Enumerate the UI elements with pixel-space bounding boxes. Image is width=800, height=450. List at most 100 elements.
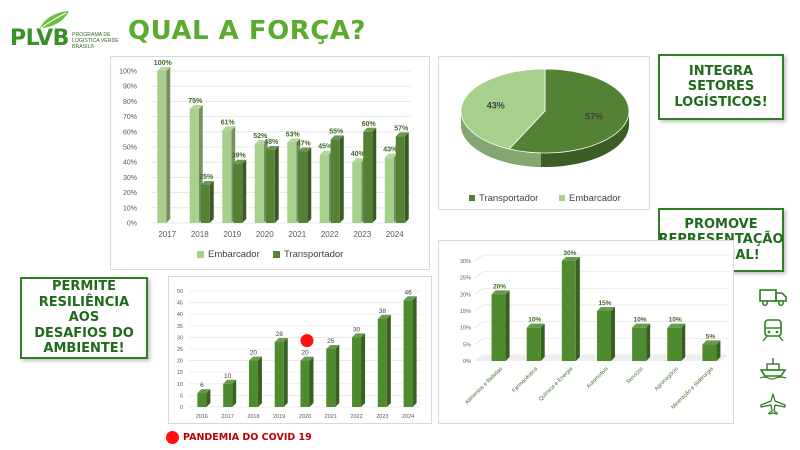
logo-subtitle: PROGRAMA DE LOGÍSTICA VERDE BRASIL®: [72, 32, 124, 50]
y-tick-label: 0%: [463, 359, 471, 365]
data-label: 20: [250, 350, 258, 357]
transportador-bar: [200, 185, 210, 223]
legend-swatch-embarcador: [197, 251, 204, 258]
sector-bar: [526, 327, 541, 361]
transportador-bar-top: [200, 181, 214, 185]
x-tick-label: 2023: [353, 230, 371, 239]
legend-swatch-embarcador: [559, 195, 565, 201]
data-label: 48%: [264, 139, 279, 146]
ship-icon: [759, 358, 787, 380]
embarcador-bar: [287, 142, 297, 223]
transportador-bar-top: [395, 132, 409, 137]
y-tick-label: 40%: [123, 160, 137, 167]
gridline: [474, 271, 484, 278]
pie-slice-transportador: [508, 68, 630, 154]
member-count-bar: [223, 383, 233, 407]
x-tick-label: 2020: [256, 230, 274, 239]
member-count-bar-side: [335, 345, 340, 407]
member-count-bar-top: [352, 333, 366, 338]
y-tick-label: 80%: [123, 99, 137, 106]
sector-bar-side: [681, 323, 686, 361]
y-tick-label: 20%: [123, 190, 137, 197]
member-count-bar-top: [274, 338, 288, 343]
sector-bar-top: [667, 323, 686, 328]
member-count-bar-top: [377, 314, 391, 319]
x-tick-label: Farmacêutica: [511, 366, 539, 394]
callout-line: SETORES: [687, 79, 755, 95]
transportador-bar-side: [307, 147, 312, 223]
plane-icon: [760, 393, 786, 415]
slide-title: QUAL A FORÇA?: [128, 16, 366, 46]
sector-bar: [561, 261, 576, 361]
legend-label: Transportador: [284, 249, 343, 260]
x-tick-label: 2016: [196, 414, 208, 420]
data-label: 30%: [563, 250, 576, 257]
member-count-bar-top: [197, 389, 211, 394]
x-tick-label: 2019: [223, 230, 241, 239]
transportador-bar: [265, 150, 275, 223]
covid-legend: PANDEMIA DO COVID 19: [166, 430, 312, 444]
y-tick-label: 30%: [123, 175, 137, 182]
y-tick-label: 25: [177, 347, 183, 353]
sector-bar-side: [505, 290, 510, 361]
y-tick-label: 35: [177, 324, 183, 330]
member-count-bar-side: [309, 356, 314, 407]
callout-line: PROMOVE: [684, 216, 758, 232]
data-label: 57%: [394, 125, 409, 132]
member-count-bar-side: [361, 333, 366, 407]
y-tick-label: 100%: [119, 69, 137, 76]
member-count-bar: [197, 393, 207, 407]
y-tick-label: 10%: [460, 326, 471, 332]
x-tick-label: Automotiva: [586, 366, 610, 390]
embarcador-bar-top: [222, 126, 236, 131]
y-tick-label: 90%: [123, 84, 137, 91]
covid-marker: [300, 334, 314, 348]
embarcador-bar-top: [254, 139, 268, 144]
y-tick-label: 10: [177, 382, 183, 388]
gridline: [474, 338, 484, 345]
x-tick-label: 2020: [299, 414, 311, 420]
logo-text: PLVB: [10, 26, 69, 51]
transportador-bar-top: [330, 135, 344, 140]
legend-label: Transportador: [479, 193, 538, 204]
plvb-logo: PLVB PROGRAMA DE LOGÍSTICA VERDE BRASIL®: [10, 10, 120, 52]
y-tick-label: 60%: [123, 129, 137, 136]
data-label: 10: [224, 373, 232, 380]
data-label: 61%: [221, 119, 236, 126]
callout-line: INTEGRA: [688, 63, 754, 79]
sector-bar: [667, 327, 682, 361]
logo-subtitle-line: LOGÍSTICA VERDE: [72, 38, 119, 44]
x-tick-label: 2019: [273, 414, 285, 420]
transportador-bar: [233, 163, 243, 223]
x-tick-label: Agronegócio: [654, 366, 680, 392]
sector-bar-top: [491, 290, 510, 295]
transportador-bar-top: [363, 127, 377, 132]
data-label: 75%: [188, 98, 203, 105]
transportador-bar: [298, 151, 308, 223]
gridline: [474, 288, 484, 295]
leaf-icon: [40, 11, 69, 29]
y-tick-label: 70%: [123, 114, 137, 121]
member-count-bar: [403, 300, 413, 407]
callout-line: PERMITE: [52, 279, 116, 295]
transportador-bar: [330, 139, 340, 223]
x-tick-label: 2018: [191, 230, 209, 239]
sectors-chart: 0% 5% 10% 15% 20% 25% 30% 20% Alimentos e Bebida…: [438, 240, 734, 424]
y-tick-label: 0%: [127, 221, 137, 228]
y-tick-label: 5%: [463, 342, 471, 348]
sector-bar: [597, 311, 611, 361]
member-count-bar-side: [386, 314, 391, 407]
embarcador-bar-top: [287, 138, 301, 143]
data-label: 30: [353, 326, 361, 333]
x-tick-label: Alimentos e Bebidas: [464, 366, 504, 406]
embarcador-bar-top: [319, 150, 333, 155]
data-label: 10%: [528, 317, 541, 324]
sector-bar-side: [575, 257, 580, 361]
embarcador-bar: [319, 154, 329, 223]
y-tick-label: 15%: [460, 309, 471, 315]
data-label: 53%: [286, 131, 301, 138]
member-count-bar: [274, 342, 284, 407]
embarcador-bar-top: [157, 67, 171, 71]
sector-bar-side: [611, 307, 615, 361]
